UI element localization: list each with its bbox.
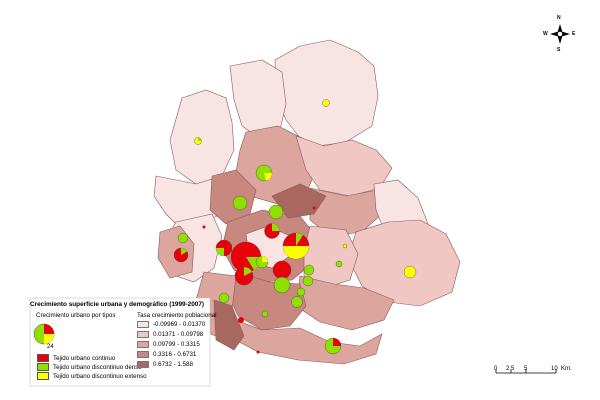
compass-south-label: S [557,47,561,53]
compass-west-label: W [543,31,548,37]
municipality-northwest [169,89,235,185]
scale-tick-0: 0 [494,366,498,372]
legend-box [29,297,211,387]
legend-class-2: 0.01371 - 0.09798 [137,331,203,338]
pie-chart [303,264,315,276]
scale-bar [495,369,557,374]
pie-chart [291,296,303,308]
municipality-southeast [295,275,395,331]
legend-title: Crecimiento superficie urbana y demográf… [30,301,205,308]
pie-chart [234,266,254,286]
pie-chart [194,137,202,145]
pie-chart [268,204,284,220]
municipality-south [229,317,383,365]
pie-chart [282,232,310,260]
legend-class-3: 0.09799 - 0.3315 [137,341,200,348]
scale-tick-5: 5 [524,366,528,372]
scale-tick-2-5: 2.5 [506,366,515,372]
legend-class-5: 0.6732 - 1.588 [137,361,193,368]
legend-swatch [37,363,49,371]
legend-swatch [137,341,149,348]
pie-chart [322,99,330,107]
population-heading: Tasa crecimiento poblacional [137,312,217,319]
north-arrow-icon [550,24,570,44]
legend-class-1: -0.09969 - 0.01370 [137,321,205,328]
legend-sample-value: 24 [47,344,54,350]
scale-tick-10: 10 [551,366,558,372]
scale-unit: Km. [561,366,572,372]
pie-chart [264,223,280,239]
pie-chart [273,276,291,294]
pie-chart [272,260,292,280]
legend-category-continuo: Tejido urbano continuo [37,354,115,362]
pie-chart [255,164,273,182]
legend-category-extenso: Tejido urbano discontinuo extenso [37,372,147,380]
pie-chart [232,195,248,211]
growth-heading: Crecimiento urbano por tipos [36,312,116,319]
legend-swatch [137,351,149,358]
pie-chart [255,255,269,269]
pie-chart [335,260,343,268]
compass-north-label: N [557,15,561,21]
municipality-east-mid [309,187,385,237]
municipality-far-east [347,219,461,307]
pie-chart [173,247,189,263]
legend-category-denso: Tejido urbano discontinuo denso [37,363,142,371]
pie-chart [256,350,260,354]
municipality-southwest-strip [213,299,245,351]
pie-chart [302,275,314,287]
pie-chart [296,287,306,297]
municipality-core-north [271,183,327,219]
legend-swatch [137,331,149,338]
urban-growth-pies [173,99,417,355]
pie-chart [342,243,348,249]
compass-east-label: E [572,31,576,37]
pie-chart [403,265,417,279]
pie-chart [215,239,233,257]
legend-sample-pie [33,323,55,345]
pie-chart [324,337,342,355]
legend-swatch [137,361,149,368]
pie-chart [261,310,269,318]
pie-chart [202,225,206,229]
pie-chart [238,317,244,323]
legend-swatch [37,372,49,380]
pie-chart [312,206,316,210]
municipalities-layer [153,39,461,365]
legend-swatch [37,354,49,362]
legend-swatch [137,321,149,328]
pie-chart [218,292,230,304]
municipality-north [274,39,379,147]
pie-chart [177,232,189,244]
municipality-northeast [295,135,393,197]
legend-class-4: 0.3316 - 0.6731 [137,351,196,358]
